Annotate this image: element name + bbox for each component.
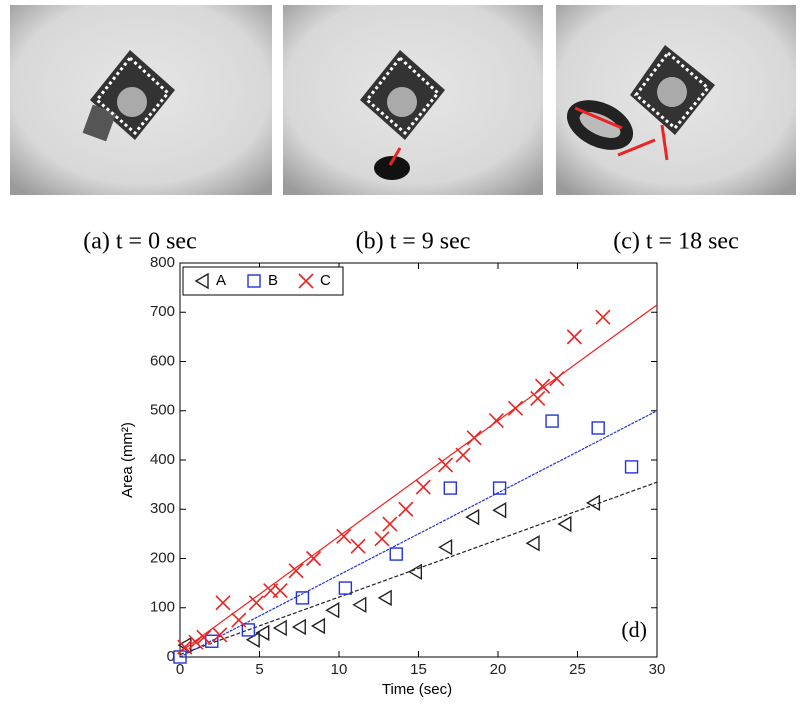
photo-b — [283, 5, 543, 195]
x-marker — [188, 634, 204, 650]
triangle-marker — [407, 563, 423, 581]
x-marker — [298, 273, 314, 289]
y-tick-label: 200 — [150, 549, 175, 566]
trend-line — [179, 304, 658, 653]
triangle-marker — [586, 494, 601, 512]
triangle-marker — [492, 502, 507, 519]
x-tick-label: 10 — [331, 661, 348, 678]
x-marker — [382, 516, 398, 532]
triangle-marker — [255, 624, 270, 642]
square-marker — [492, 481, 507, 495]
trend-line — [179, 410, 658, 658]
square-marker — [545, 414, 559, 428]
photo-c — [556, 5, 796, 195]
x-tick-label: 30 — [649, 661, 666, 678]
y-tick-label: 300 — [150, 500, 175, 517]
y-tick-label: 400 — [150, 451, 175, 468]
y-tick-label: 500 — [150, 402, 175, 419]
x-marker — [534, 378, 551, 394]
triangle-marker — [352, 596, 367, 614]
x-marker — [415, 479, 431, 495]
x-marker — [177, 639, 193, 655]
square-marker — [247, 274, 261, 288]
legend-label: C — [320, 272, 331, 289]
square-marker — [338, 581, 353, 595]
photo-a — [10, 5, 272, 195]
y-tick-label: 100 — [150, 599, 175, 616]
caption: (b) t = 9 sec — [356, 229, 471, 255]
x-marker — [507, 400, 524, 416]
square-marker — [205, 634, 219, 648]
legend-label: A — [216, 272, 226, 289]
square-marker — [241, 623, 256, 637]
square-marker — [591, 421, 605, 435]
x-marker — [212, 627, 228, 643]
x-axis-label: Time (sec) — [382, 681, 452, 698]
x-marker — [215, 595, 231, 611]
x-tick-label: 0 — [176, 661, 184, 678]
x-marker — [231, 612, 247, 628]
legend-label: B — [268, 272, 278, 289]
caption: (a) t = 0 sec — [83, 229, 196, 255]
panel-label: (d) — [621, 617, 647, 642]
x-marker — [248, 595, 264, 611]
x-tick-label: 15 — [410, 661, 427, 678]
legend-box — [182, 266, 344, 296]
y-tick-label: 600 — [150, 352, 175, 369]
x-marker — [305, 550, 322, 567]
x-marker — [336, 528, 352, 544]
triangle-marker — [194, 272, 209, 290]
x-tick-label: 20 — [490, 661, 507, 678]
x-tick-label: 25 — [569, 661, 586, 678]
triangle-marker — [525, 535, 540, 552]
x-marker — [530, 390, 546, 407]
x-tick-label: 5 — [255, 661, 263, 678]
y-tick-label: 800 — [150, 254, 175, 271]
x-marker — [595, 309, 611, 325]
x-marker — [350, 538, 366, 554]
x-marker — [566, 329, 582, 345]
square-marker — [389, 547, 403, 561]
y-tick-label: 700 — [150, 303, 175, 320]
triangle-marker — [272, 619, 287, 637]
triangle-marker — [310, 617, 326, 635]
triangle-marker — [465, 508, 480, 526]
square-marker — [624, 460, 639, 474]
trend-line — [179, 481, 658, 656]
square-marker — [443, 481, 457, 495]
triangle-marker — [438, 538, 453, 556]
x-marker — [374, 531, 390, 547]
y-tick-label: 0 — [167, 648, 175, 665]
x-marker — [272, 582, 288, 599]
triangle-marker — [377, 589, 392, 607]
y-axis-label: Area (mm²) — [119, 422, 136, 498]
triangle-marker — [325, 601, 340, 619]
square-marker — [295, 591, 310, 605]
x-marker — [437, 457, 454, 473]
x-marker — [398, 501, 414, 517]
x-marker — [488, 413, 504, 429]
x-marker — [466, 430, 482, 446]
triangle-marker — [291, 618, 306, 636]
x-marker — [196, 629, 212, 645]
x-marker — [288, 563, 304, 579]
caption: (c) t = 18 sec — [613, 229, 738, 255]
x-marker — [455, 447, 471, 463]
triangle-marker — [557, 515, 572, 533]
x-marker — [549, 371, 565, 387]
triangle-marker — [245, 631, 260, 648]
